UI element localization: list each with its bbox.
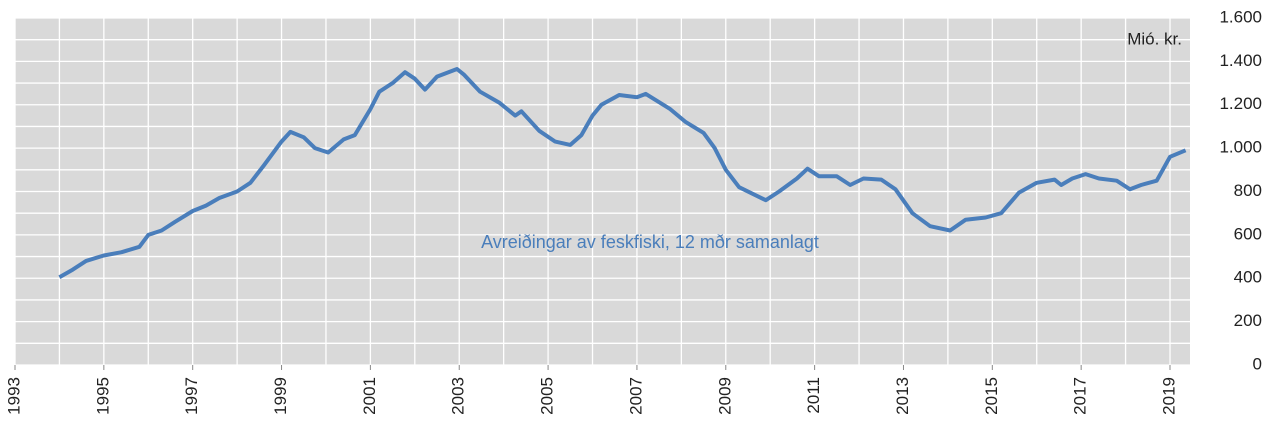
x-tick-label: 1993	[4, 377, 23, 415]
data-line	[58, 67, 1187, 279]
x-tick-label: 2017	[1071, 377, 1090, 415]
x-tick-label: 2001	[360, 377, 379, 415]
y-tick-label: 1.400	[1219, 51, 1262, 70]
x-tick-label: 2007	[626, 377, 645, 415]
y-tick-label: 0	[1253, 354, 1262, 373]
y-tick-label: 200	[1234, 311, 1262, 330]
x-tick-label: 1997	[182, 377, 201, 415]
y-tick-label: 600	[1234, 224, 1262, 243]
x-tick-label: 1999	[271, 377, 290, 415]
y-tick-label: 1.200	[1219, 94, 1262, 113]
x-tick-label: 1995	[93, 377, 112, 415]
x-tick-label: 2005	[538, 377, 557, 415]
x-tick-label: 2019	[1159, 377, 1178, 415]
x-tick-label: 2003	[449, 377, 468, 415]
y-tick-label: 1.000	[1219, 138, 1262, 157]
annotation: Avreiðingar av feskfiski, 12 mðr samanla…	[481, 232, 819, 252]
x-tick-label: 2011	[804, 377, 823, 414]
x-tick-label: 2015	[982, 377, 1001, 415]
y-tick-label: 800	[1234, 181, 1262, 200]
x-tick-label: 2013	[893, 377, 912, 415]
y-tick-label: 1.600	[1219, 7, 1262, 26]
unit-label: Mió. kr.	[1127, 29, 1182, 48]
x-tick-label: 2009	[715, 377, 734, 415]
grid	[14, 17, 1190, 366]
y-tick-label: 400	[1234, 268, 1262, 287]
